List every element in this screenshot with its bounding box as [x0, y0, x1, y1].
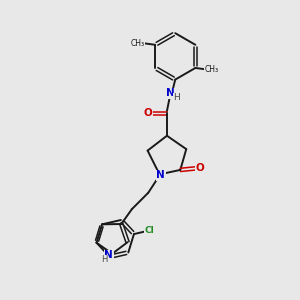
Text: N: N: [104, 250, 113, 260]
Text: O: O: [196, 164, 205, 173]
Text: CH₃: CH₃: [131, 39, 145, 48]
Text: N: N: [156, 170, 165, 180]
Text: N: N: [166, 88, 174, 98]
Text: Cl: Cl: [144, 226, 154, 235]
Text: H: H: [173, 94, 180, 103]
Text: CH₃: CH₃: [205, 65, 219, 74]
Text: O: O: [143, 108, 152, 118]
Text: H: H: [101, 255, 107, 264]
